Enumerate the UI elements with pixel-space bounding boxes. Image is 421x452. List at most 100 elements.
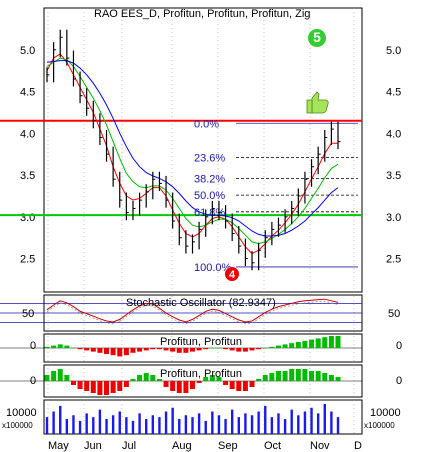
profitun-2-bar (64, 375, 70, 381)
fib-label: 0.0% (194, 118, 219, 130)
profitun-1-bar (262, 348, 268, 349)
profitun-1-bar (216, 348, 222, 349)
price-panel-frame (43, 7, 363, 293)
thumbs-up-icon (306, 91, 329, 114)
month-label: Jun (84, 440, 102, 452)
profitun-2-bar (295, 369, 301, 381)
volume-bar (336, 417, 340, 434)
volume-bar (105, 419, 108, 434)
stochastic-ytick-right: 50 (388, 308, 400, 320)
profitun-1-bar (70, 348, 76, 349)
price-ytick-left: 3.0 (20, 212, 35, 224)
volume-bar (52, 411, 55, 434)
volume-unit-left: x100000 (2, 421, 33, 430)
moving-average-line (46, 60, 339, 237)
stochastic-signal-line (46, 300, 339, 325)
fib-label: 38.2% (194, 173, 225, 185)
profitun-2-bar (242, 381, 248, 391)
stochastic-line (46, 298, 339, 323)
price-bars (46, 29, 341, 271)
profitun-2-bar (44, 375, 50, 381)
profitun-2-ytick-left: 0 (30, 375, 36, 387)
profitun-2-bar (183, 381, 189, 393)
volume-bar (310, 407, 313, 434)
profitun-1-bar (275, 345, 281, 348)
volume-bar (65, 419, 69, 434)
price-ytick-left: 4.5 (20, 87, 35, 99)
profitun-2-bar (57, 369, 63, 381)
profitun-1-bar (64, 345, 70, 348)
price-ytick-right: 5.0 (386, 45, 401, 57)
price-ytick-right: 3.5 (386, 170, 401, 182)
profitun-2-bar (51, 371, 57, 381)
profitun-2-bar (256, 379, 262, 381)
profitun-2-bar (322, 373, 328, 381)
volume-bar (250, 415, 254, 434)
profitun-1-bar (269, 346, 275, 348)
profitun-1-bar (110, 348, 116, 356)
volume-bar (257, 411, 260, 434)
fib-label: 100.0% (194, 262, 232, 274)
volume-bar (197, 413, 201, 434)
volume-unit-right: x100000 (364, 421, 395, 430)
profitun-1-bar (51, 345, 57, 348)
vertical-gridlines (47, 8, 355, 434)
month-label: Aug (172, 440, 192, 452)
price-ytick-left: 4.0 (20, 128, 35, 140)
profitun-2-bar (328, 375, 334, 381)
profitun-2-bar (335, 377, 341, 381)
volume-bar (158, 417, 161, 434)
profitun-2-bar (275, 371, 281, 381)
volume-bar (118, 411, 121, 434)
profitun-2-bar (309, 371, 315, 381)
volume-bar (151, 415, 155, 434)
price-ytick-right: 3.0 (386, 212, 401, 224)
profitun-2-ytick-right: 0 (396, 375, 402, 387)
profitun-2-bar (262, 375, 268, 381)
profitun-2-bar (269, 373, 275, 381)
profitun-1-bar (335, 336, 341, 348)
profitun-1-bar (130, 348, 136, 353)
price-ytick-left: 3.5 (20, 170, 35, 182)
profitun-2-bar (90, 381, 96, 393)
profitun-1-bar (150, 348, 156, 350)
volume-bar (224, 419, 227, 434)
profitun-histogram-2 (0, 369, 362, 395)
profitun-1-bar (322, 337, 328, 348)
profitun-1-bar (249, 348, 255, 351)
volume-bar (178, 419, 181, 434)
volume-bar (277, 413, 280, 434)
month-label: Oct (264, 440, 281, 452)
profitun-1-bar (90, 348, 96, 352)
profitun-1-bar (176, 348, 182, 353)
wave-marker (308, 29, 326, 47)
volume-bar (230, 409, 234, 434)
volume-bar (264, 405, 267, 434)
profitun-2-bar (104, 381, 110, 395)
profitun-2-bar (130, 379, 136, 381)
profitun-2-bar (170, 381, 176, 391)
profitun-2-bar (190, 381, 195, 389)
volume-bar (125, 417, 128, 434)
profitun-histogram-1 (0, 336, 362, 357)
profitun-1-bar (57, 344, 63, 348)
profitun-2-bar (143, 373, 149, 381)
volume-bars (45, 404, 340, 434)
profitun-1-bar (84, 348, 90, 351)
volume-bar (217, 415, 221, 434)
profitun-2-bar (176, 381, 182, 393)
profitun-2-bar (110, 381, 116, 393)
profitun-2-label: Profitun, Profitun (160, 368, 242, 380)
profitun-2-bar (216, 377, 222, 381)
profitun-2-bar (203, 377, 209, 381)
profitun-2-bar (209, 375, 215, 381)
volume-bar (98, 409, 102, 434)
profitun-1-bar (156, 348, 162, 350)
volume-bar (145, 419, 148, 434)
profitun-1-bar (328, 336, 334, 348)
volume-bar (85, 413, 88, 434)
volume-bar (45, 417, 49, 434)
profitun-1-bar (196, 348, 202, 351)
profitun-2-bar (137, 375, 143, 381)
price-ytick-left: 2.5 (20, 254, 35, 266)
